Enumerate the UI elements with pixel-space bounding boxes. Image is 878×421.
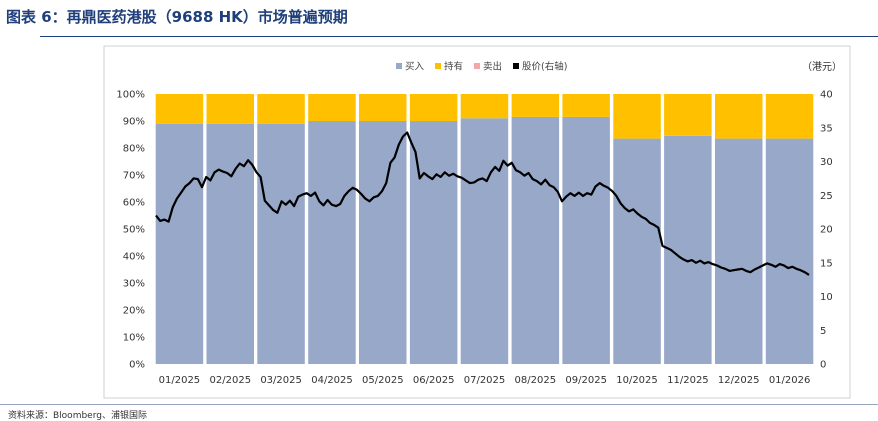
right-tick-label: 40 <box>820 90 833 101</box>
price-line-group <box>155 131 810 276</box>
right-tick-label: 30 <box>820 157 833 168</box>
right-tick-label: 20 <box>820 225 833 236</box>
legend-sell-label: 卖出 <box>483 61 502 73</box>
left-tick-label: 100% <box>116 90 145 101</box>
x-tick-label: 12/2025 <box>718 375 760 386</box>
left-tick-label: 30% <box>123 279 145 290</box>
right-tick-label: 0 <box>820 360 826 371</box>
x-tick-label: 08/2025 <box>515 375 557 386</box>
legend-hold-swatch <box>435 63 441 69</box>
legend-buy-label: 买入 <box>405 62 425 73</box>
bar-buy-1 <box>155 123 204 364</box>
right-tick-label: 5 <box>820 326 826 337</box>
bar-buy-3 <box>257 123 305 364</box>
bar-hold-7 <box>460 94 509 119</box>
right-tick-label: 35 <box>820 123 833 134</box>
left-tick-label: 10% <box>123 333 145 344</box>
bar-buy-12 <box>715 138 763 364</box>
legend-hold-label: 持有 <box>444 61 463 73</box>
legend-buy-swatch <box>396 63 402 69</box>
left-tick-label: 20% <box>123 306 145 317</box>
right-tick-label: 25 <box>820 191 833 202</box>
left-tick-label: 60% <box>123 198 145 209</box>
left-tick-label: 50% <box>123 225 145 236</box>
x-tick-label: 10/2025 <box>616 375 658 386</box>
right-tick-label: 15 <box>820 258 833 269</box>
right-tick-label: 10 <box>820 292 833 303</box>
bar-hold-8 <box>511 94 560 117</box>
bar-buy-2 <box>206 123 254 364</box>
bar-hold-9 <box>562 94 610 117</box>
chart-frame <box>103 45 851 399</box>
bar-buy-8 <box>511 116 560 365</box>
bar-hold-3 <box>257 94 305 124</box>
x-tick-label: 01/2026 <box>769 375 811 386</box>
x-tick-label: 05/2025 <box>362 375 404 386</box>
x-tick-label: 09/2025 <box>565 375 607 386</box>
left-tick-label: 0% <box>129 360 145 371</box>
x-tick-label: 02/2025 <box>210 375 252 386</box>
figure-title: 图表 6：再鼎医药港股（9688 HK）市场普遍预期 <box>6 8 348 26</box>
bar-hold-2 <box>206 94 254 124</box>
left-tick-label: 80% <box>123 144 145 155</box>
x-tick-label: 01/2025 <box>159 375 201 386</box>
left-axis-ticks: 0% 10% 20% 30% 40% 50% 60% 70% 80% 90% 100% <box>116 90 145 371</box>
bar-buy-4 <box>308 121 356 364</box>
title-rule <box>40 36 878 37</box>
x-tick-label: 11/2025 <box>667 375 709 386</box>
legend-price-swatch <box>513 63 519 69</box>
x-tick-label: 04/2025 <box>311 375 353 386</box>
x-tick-label: 06/2025 <box>413 375 455 386</box>
bar-hold-4 <box>308 94 356 121</box>
bar-buy-13 <box>765 138 814 364</box>
x-tick-label: 03/2025 <box>260 375 302 386</box>
bar-hold-11 <box>664 94 712 136</box>
left-tick-label: 40% <box>123 252 145 263</box>
right-axis-unit: （港元） <box>802 61 842 73</box>
bar-group <box>155 94 814 365</box>
price-line <box>155 131 810 276</box>
bar-buy-9 <box>562 116 610 365</box>
bar-buy-10 <box>613 138 661 364</box>
bar-hold-6 <box>409 94 458 121</box>
source-note: 资料来源：Bloomberg、浦银国际 <box>8 411 147 421</box>
legend: 买入 持有 卖出 股价(右轴) <box>396 61 567 73</box>
bar-hold-5 <box>359 94 407 121</box>
x-axis-ticks: 01/2025 02/2025 03/2025 04/2025 05/2025 06/20… <box>159 375 811 386</box>
legend-sell-swatch <box>474 63 480 69</box>
legend-price-label: 股价(右轴) <box>522 61 567 73</box>
bar-buy-5 <box>359 121 407 364</box>
bar-hold-10 <box>613 94 661 139</box>
left-tick-label: 90% <box>123 117 145 128</box>
left-tick-label: 70% <box>123 171 145 182</box>
bar-hold-12 <box>715 94 763 139</box>
right-axis-ticks: 0 5 10 15 20 25 30 35 40 <box>820 90 833 371</box>
bar-hold-13 <box>765 94 814 139</box>
source-rule <box>0 404 878 405</box>
bar-hold-1 <box>155 94 204 124</box>
x-tick-label: 07/2025 <box>464 375 506 386</box>
bar-buy-7 <box>460 118 509 364</box>
